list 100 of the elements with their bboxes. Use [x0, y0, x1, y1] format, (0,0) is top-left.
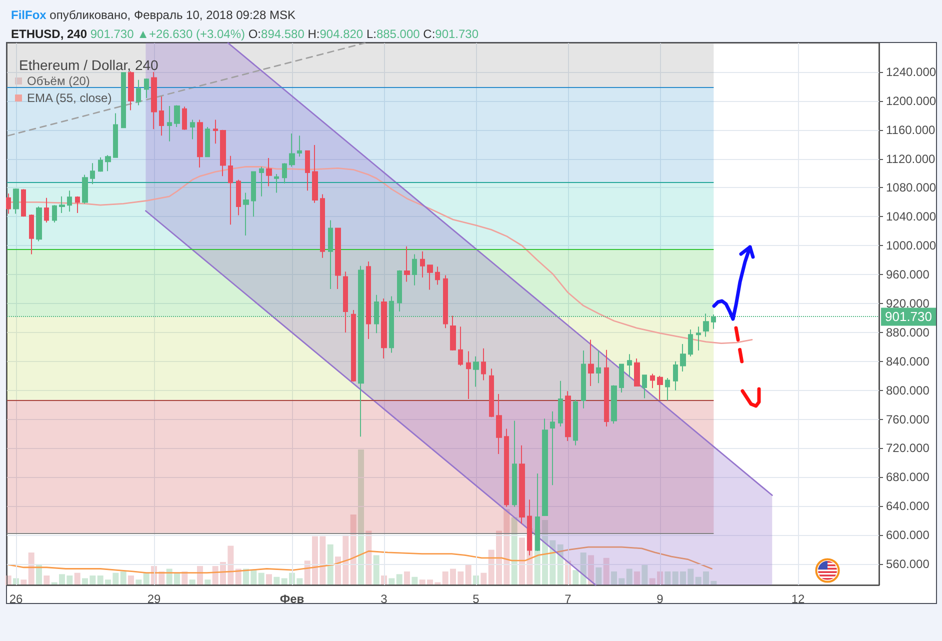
candlestick: [282, 162, 287, 184]
x-tick-label: 5: [472, 592, 480, 606]
candlestick: [52, 204, 57, 223]
candlestick: [611, 384, 617, 424]
candlestick: [36, 206, 42, 242]
y-tick-label: 1200.000: [886, 94, 936, 108]
candlestick: [696, 326, 701, 352]
candlestick: [650, 373, 655, 389]
candlestick: [59, 196, 65, 214]
candlestick: [75, 196, 80, 214]
bar: [603, 558, 610, 585]
candlestick: [289, 132, 295, 168]
candlestick: [29, 214, 34, 255]
bar: [143, 572, 150, 585]
candlestick: [251, 171, 256, 218]
candlestick: [182, 106, 187, 130]
bar: [28, 552, 34, 585]
y-tick-label: 760.000: [886, 412, 930, 426]
candlestick: [13, 188, 19, 214]
candlestick: [312, 144, 318, 204]
bar: [642, 564, 648, 585]
candlestick: [634, 358, 640, 386]
candlestick: [496, 393, 502, 455]
y-tick-label: 800.000: [886, 383, 930, 398]
bar: [350, 514, 356, 585]
candlestick: [305, 150, 310, 192]
y-tick-label: 880.000: [886, 325, 930, 340]
candlestick: [558, 380, 563, 428]
candlestick: [588, 339, 594, 386]
y-tick-label: 560.000: [886, 557, 930, 572]
x-tick-label: 9: [656, 592, 664, 606]
x-tick-label: 3: [380, 592, 388, 606]
candlestick: [343, 271, 348, 333]
candlestick: [619, 364, 624, 394]
candlestick: [121, 72, 126, 128]
candlestick: [44, 197, 49, 223]
candlestick: [435, 266, 440, 286]
bar: [197, 566, 204, 585]
bar: [596, 567, 602, 585]
candlestick: [220, 129, 226, 177]
y-tick-label: 1040.000: [886, 210, 936, 224]
candlestick: [473, 356, 479, 388]
candlestick: [105, 154, 111, 172]
bar: [258, 572, 264, 585]
bar: [274, 576, 280, 585]
candlestick: [412, 254, 417, 286]
candlestick: [113, 112, 118, 158]
bar: [572, 570, 579, 585]
chart-subtitle: FilFox опубликовано, Февраль 10, 2018 09:28 MSK: [11, 8, 296, 22]
candlestick: [205, 126, 210, 158]
candlestick: [680, 344, 686, 372]
bar: [480, 572, 487, 585]
candlestick: [489, 368, 494, 418]
candlestick: [328, 220, 333, 290]
candlestick: [550, 410, 555, 486]
candlestick: [236, 179, 241, 216]
candlestick: [90, 162, 95, 185]
bar: [366, 530, 372, 585]
bar: [396, 574, 402, 585]
candlestick: [174, 104, 180, 128]
y-tick-label: 1160.000: [886, 122, 936, 137]
bar: [588, 555, 594, 585]
bar: [136, 580, 142, 585]
ref-line-label: 901.730: [885, 309, 932, 324]
y-tick-label: 640.000: [886, 499, 930, 514]
bar: [189, 580, 196, 585]
bar: [465, 564, 472, 585]
candlestick: [190, 119, 195, 140]
candlestick: [6, 193, 11, 214]
candlestick: [458, 326, 463, 366]
candlestick: [450, 315, 456, 352]
candlestick: [228, 155, 233, 226]
bar: [580, 552, 586, 585]
chart-title: ETHUSD, 240 901.730 ▲+26.630 (+3.04%) O:894.580 H:904.820 L:885.000 C:901.730: [11, 27, 479, 41]
candlestick: [167, 105, 172, 142]
candlestick: [197, 119, 203, 168]
candlestick: [159, 96, 164, 136]
candlestick: [504, 428, 509, 508]
candlestick: [596, 350, 601, 384]
candlestick: [665, 378, 670, 401]
candlestick: [213, 119, 218, 144]
candlestick: [581, 350, 586, 409]
bar: [373, 555, 380, 585]
candlestick: [320, 194, 325, 258]
x-tick-label: Фев: [280, 592, 304, 606]
candlestick: [274, 173, 279, 194]
bar: [266, 574, 272, 585]
candlestick: [443, 274, 448, 329]
bar: [388, 578, 395, 585]
candlestick: [688, 329, 693, 357]
candlestick: [366, 261, 371, 340]
candlestick: [573, 399, 578, 446]
candlestick: [351, 310, 356, 382]
candlestick: [297, 135, 302, 158]
bar: [626, 568, 632, 585]
candlestick: [604, 349, 609, 428]
candlestick: [397, 270, 402, 312]
candlestick: [427, 264, 433, 290]
candlestick: [512, 420, 517, 508]
y-tick-label: 680.000: [886, 470, 930, 484]
